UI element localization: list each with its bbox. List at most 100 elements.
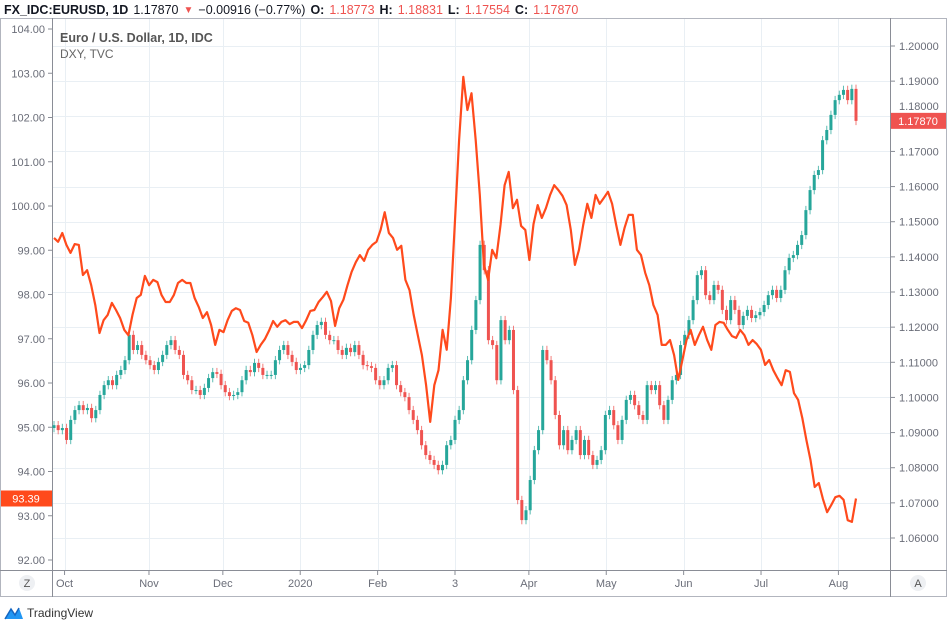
- right-axis-tick-label: 1.17000: [899, 146, 939, 158]
- right-axis-tick-label: 1.18000: [899, 101, 939, 113]
- symbol-name[interactable]: FX_IDC:EURUSD, 1D: [4, 3, 129, 17]
- candle-body: [294, 361, 298, 371]
- candle-body: [382, 380, 386, 386]
- candle-body: [754, 315, 758, 319]
- candle-body: [524, 510, 528, 521]
- legend-main[interactable]: Euro / U.S. Dollar, 1D, IDC: [60, 31, 213, 45]
- candle-body: [223, 385, 227, 393]
- right-price-axis[interactable]: 1.06000 1.07000 1.08000 1.09000 1.10000 1.110…: [891, 41, 939, 545]
- candle-body: [186, 374, 190, 381]
- candle-body: [257, 362, 261, 368]
- candle-body: [641, 415, 645, 420]
- candle-body: [106, 380, 110, 386]
- candle-body: [253, 362, 256, 373]
- time-axis[interactable]: Oct Nov Dec 2020 Feb 3 Apr May Jun Jul Aug: [56, 571, 848, 590]
- candle-body: [140, 345, 144, 355]
- candle-body: [98, 394, 102, 411]
- candle-body: [574, 430, 578, 440]
- left-axis-tick-label: 97.00: [17, 334, 45, 346]
- candle-body: [578, 430, 582, 456]
- candle-body: [633, 394, 637, 406]
- candle-body: [265, 374, 269, 376]
- left-last-price-text: 93.39: [12, 493, 40, 505]
- time-axis-tick-label: Feb: [368, 578, 387, 590]
- right-axis-tick-label: 1.16000: [899, 182, 939, 194]
- right-axis-tick-label: 1.13000: [899, 287, 939, 299]
- eurusd-candles: [52, 84, 858, 525]
- right-axis-tick-label: 1.06000: [899, 533, 939, 545]
- candle-body: [783, 270, 787, 290]
- candle-body: [720, 289, 724, 310]
- candle-body: [449, 439, 453, 446]
- candle-body: [645, 385, 649, 420]
- right-last-price-label: 1.17870: [891, 112, 946, 129]
- candle-body: [453, 419, 457, 440]
- candle-body: [386, 367, 390, 381]
- candle-body: [520, 500, 524, 521]
- time-axis-tick-label: 2020: [288, 578, 312, 590]
- candle-body: [303, 365, 307, 368]
- candle-body: [829, 114, 833, 130]
- legend-overlay[interactable]: DXY, TVC: [60, 47, 114, 61]
- left-axis-tick-label: 101.00: [11, 157, 45, 169]
- left-axis-tick-label: 98.00: [17, 290, 45, 302]
- candle-body: [115, 374, 119, 386]
- candle-body: [440, 464, 444, 471]
- candle-body: [298, 367, 302, 371]
- candle-body: [69, 419, 73, 440]
- close-value: 1.17870: [533, 3, 579, 17]
- candle-body: [779, 289, 783, 298]
- candle-body: [148, 360, 152, 366]
- candle-body: [750, 309, 754, 319]
- candle-body: [537, 430, 541, 451]
- candle-body: [349, 347, 353, 353]
- candle-body: [411, 410, 415, 420]
- candle-body: [612, 410, 616, 426]
- candle-body: [691, 300, 695, 321]
- candle-body: [599, 450, 603, 460]
- candle-body: [566, 430, 570, 451]
- dxy-line: [53, 75, 858, 523]
- tradingview-logo[interactable]: TradingView: [4, 605, 93, 621]
- candle-body: [165, 345, 169, 355]
- candle-body: [833, 100, 837, 115]
- symbol-header: FX_IDC:EURUSD, 1D 1.17870 ▼ −0.00916 (−0…: [4, 1, 578, 19]
- candle-body: [207, 378, 211, 388]
- candle-body: [340, 349, 344, 355]
- candle-body: [269, 374, 273, 376]
- triangle-down-icon: ▼: [183, 4, 194, 16]
- candle-body: [136, 345, 140, 350]
- time-axis-tick-label: 3: [452, 578, 458, 590]
- candle-body: [850, 88, 854, 101]
- candle-body: [215, 372, 219, 374]
- left-price-axis[interactable]: 92.00 93.00 94.00 95.00 96.00 97.00 98.00 99.00…: [11, 24, 52, 567]
- candle-body: [428, 455, 432, 460]
- candle-body: [232, 394, 236, 397]
- candle-body: [812, 174, 816, 191]
- candle-body: [290, 354, 294, 362]
- candle-body: [729, 300, 733, 321]
- candle-body: [674, 374, 678, 381]
- candle-body: [741, 315, 745, 326]
- candle-body: [545, 349, 549, 361]
- candle-body: [415, 419, 419, 431]
- candle-body: [286, 345, 290, 355]
- left-axis-tick-label: 99.00: [17, 245, 45, 257]
- candle-body: [244, 370, 248, 381]
- candle-body: [791, 255, 795, 258]
- candle-body: [495, 345, 499, 381]
- candle-body: [90, 407, 94, 419]
- candle-body: [841, 89, 845, 95]
- candle-body: [240, 380, 244, 393]
- auto-scale-button[interactable]: A: [910, 575, 926, 591]
- candle-body: [557, 415, 561, 446]
- candle-body: [716, 284, 720, 290]
- candle-body: [662, 405, 666, 420]
- candle-body: [365, 365, 369, 367]
- candle-body: [369, 366, 373, 368]
- candle-body: [687, 320, 691, 335]
- candle-body: [787, 257, 791, 271]
- left-scale-button[interactable]: Z: [19, 575, 35, 591]
- candle-body: [315, 325, 319, 335]
